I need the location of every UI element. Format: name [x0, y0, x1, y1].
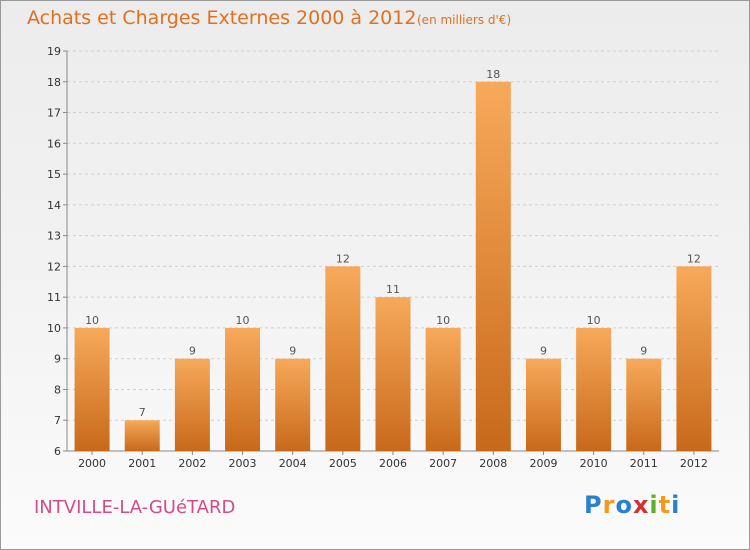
- y-tick-label-17: 17: [47, 107, 61, 120]
- bar-value-label-2007: 10: [436, 314, 450, 327]
- y-tick-label-10: 10: [47, 322, 61, 335]
- y-tick-label-19: 19: [47, 45, 61, 58]
- bar-2005: [325, 266, 361, 451]
- x-tick-label-2005: 2005: [329, 457, 357, 470]
- bar-2000: [74, 327, 110, 451]
- bar-value-label-2004: 9: [289, 345, 296, 358]
- chart-unit-note: (en milliers d'€): [417, 13, 512, 27]
- bar-2001: [124, 420, 160, 451]
- bar-value-label-2012: 12: [687, 252, 701, 265]
- x-tick-label-2002: 2002: [178, 457, 206, 470]
- bar-2006: [375, 297, 411, 451]
- x-tick-label-2012: 2012: [680, 457, 708, 470]
- y-tick-label-16: 16: [47, 137, 61, 150]
- y-tick-label-13: 13: [47, 230, 61, 243]
- bar-value-label-2011: 9: [640, 345, 647, 358]
- y-tick-label-11: 11: [47, 291, 61, 304]
- location-name: INTVILLE-LA-GUéTARD: [34, 497, 236, 518]
- bar-value-label-2000: 10: [85, 314, 99, 327]
- y-tick-label-15: 15: [47, 168, 61, 181]
- x-tick-label-2003: 2003: [229, 457, 257, 470]
- bar-value-label-2005: 12: [336, 252, 350, 265]
- y-tick-label-9: 9: [54, 353, 61, 366]
- x-tick-label-2004: 2004: [279, 457, 307, 470]
- bar-2011: [626, 358, 662, 451]
- y-tick-label-7: 7: [54, 414, 61, 427]
- bar-value-label-2001: 7: [139, 406, 146, 419]
- x-tick-label-2009: 2009: [529, 457, 557, 470]
- x-tick-label-2010: 2010: [580, 457, 608, 470]
- bar-2003: [225, 327, 261, 451]
- y-tick-label-18: 18: [47, 76, 61, 89]
- proxiti-logo: Proxiti: [584, 491, 681, 519]
- bar-2010: [576, 327, 612, 451]
- bar-2007: [425, 327, 461, 451]
- bar-2008: [475, 81, 511, 452]
- bar-2009: [525, 358, 561, 451]
- bar-value-label-2008: 18: [486, 68, 500, 81]
- y-tick-label-8: 8: [54, 383, 61, 396]
- chart-title: Achats et Charges Externes 2000 à 2012: [27, 7, 417, 29]
- y-tick-label-6: 6: [54, 445, 61, 458]
- bar-value-label-2009: 9: [540, 345, 547, 358]
- bar-2004: [275, 358, 311, 451]
- x-tick-label-2008: 2008: [479, 457, 507, 470]
- x-tick-label-2007: 2007: [429, 457, 457, 470]
- bar-value-label-2003: 10: [236, 314, 250, 327]
- y-tick-label-12: 12: [47, 260, 61, 273]
- x-tick-label-2011: 2011: [630, 457, 658, 470]
- x-tick-label-2006: 2006: [379, 457, 407, 470]
- bars: [74, 81, 712, 452]
- y-tick-label-14: 14: [47, 199, 61, 212]
- bar-value-label-2006: 11: [386, 283, 400, 296]
- bar-2012: [676, 266, 712, 451]
- bar-value-label-2002: 9: [189, 345, 196, 358]
- bar-2002: [174, 358, 210, 451]
- x-tick-label-2001: 2001: [128, 457, 156, 470]
- bar-value-label-2010: 10: [587, 314, 601, 327]
- labels: 6 7 8 9 10 11 12 13 14 15 16 17 18 19 10 2000 7 2001 9 2002…: [47, 45, 708, 470]
- x-tick-label-2000: 2000: [78, 457, 106, 470]
